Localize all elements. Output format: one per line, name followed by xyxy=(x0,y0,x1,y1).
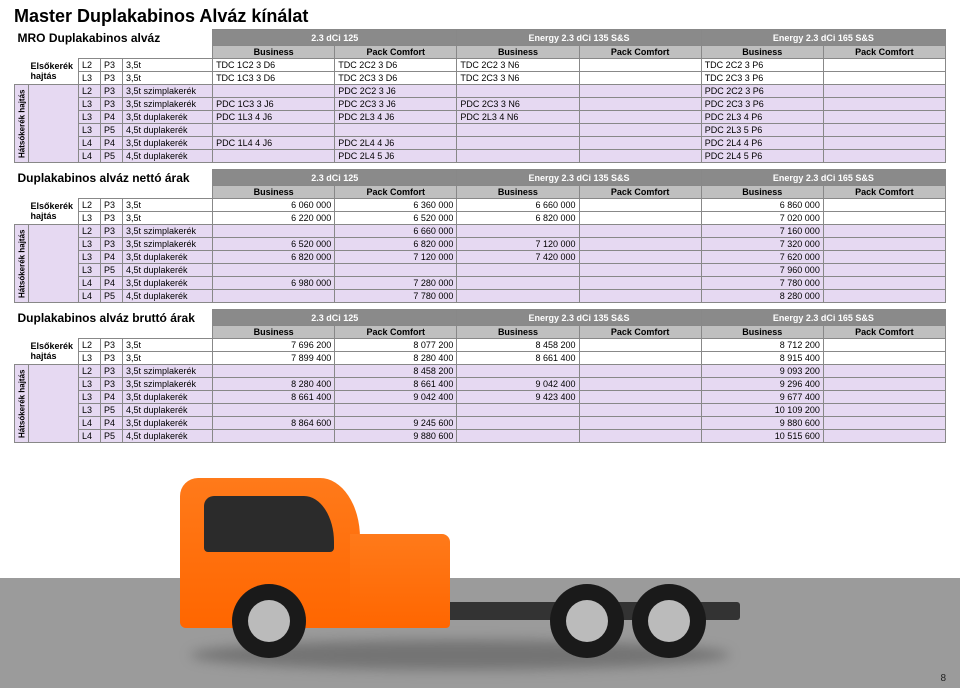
engine-header: 2.3 dCi 125 xyxy=(213,310,457,326)
trim-header: Pack Comfort xyxy=(579,46,701,59)
trim-header: Pack Comfort xyxy=(823,186,945,199)
trim-header: Business xyxy=(213,46,335,59)
trim-header: Business xyxy=(213,186,335,199)
data-table: Duplakabinos alváz nettó árak2.3 dCi 125… xyxy=(14,169,946,303)
engine-header: 2.3 dCi 125 xyxy=(213,30,457,46)
engine-header: Energy 2.3 dCi 135 S&S xyxy=(457,170,701,186)
engine-header: Energy 2.3 dCi 165 S&S xyxy=(701,30,945,46)
trim-header: Pack Comfort xyxy=(823,326,945,339)
trim-header: Business xyxy=(701,46,823,59)
trim-header: Business xyxy=(457,46,579,59)
section-label: MRO Duplakabinos alváz xyxy=(15,30,213,46)
trim-header: Pack Comfort xyxy=(579,326,701,339)
trim-header: Pack Comfort xyxy=(823,46,945,59)
page-title: Master Duplakabinos Alváz kínálat xyxy=(14,6,946,27)
trim-header: Business xyxy=(701,186,823,199)
trim-header: Pack Comfort xyxy=(335,46,457,59)
rear-drive-label: Hátsókerék hajtás xyxy=(15,225,29,303)
engine-header: Energy 2.3 dCi 165 S&S xyxy=(701,170,945,186)
trim-header: Business xyxy=(457,186,579,199)
section-label: Duplakabinos alváz bruttó árak xyxy=(15,310,213,326)
trim-header: Business xyxy=(701,326,823,339)
trim-header: Pack Comfort xyxy=(335,186,457,199)
trim-header: Business xyxy=(213,326,335,339)
rear-drive-label: Hátsókerék hajtás xyxy=(15,85,29,163)
trim-header: Pack Comfort xyxy=(335,326,457,339)
data-table: Duplakabinos alváz bruttó árak2.3 dCi 12… xyxy=(14,309,946,443)
engine-header: Energy 2.3 dCi 135 S&S xyxy=(457,30,701,46)
trim-header: Pack Comfort xyxy=(579,186,701,199)
engine-header: 2.3 dCi 125 xyxy=(213,170,457,186)
front-drive-label: Elsőkerék hajtás xyxy=(29,199,79,225)
front-drive-label: Elsőkerék hajtás xyxy=(29,339,79,365)
trim-header: Business xyxy=(457,326,579,339)
engine-header: Energy 2.3 dCi 165 S&S xyxy=(701,310,945,326)
page-number: 8 xyxy=(940,673,946,684)
front-drive-label: Elsőkerék hajtás xyxy=(29,59,79,85)
data-table: MRO Duplakabinos alváz2.3 dCi 125Energy … xyxy=(14,29,946,163)
engine-header: Energy 2.3 dCi 135 S&S xyxy=(457,310,701,326)
section-label: Duplakabinos alváz nettó árak xyxy=(15,170,213,186)
rear-drive-label: Hátsókerék hajtás xyxy=(15,365,29,443)
truck-illustration xyxy=(0,438,960,688)
